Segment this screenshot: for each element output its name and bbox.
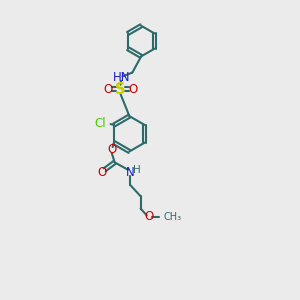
Text: O: O — [98, 166, 107, 179]
Text: O: O — [145, 210, 154, 223]
Text: H: H — [134, 165, 141, 175]
Text: Cl: Cl — [94, 117, 106, 130]
Text: CH₃: CH₃ — [164, 212, 182, 222]
Text: N: N — [126, 166, 135, 179]
Text: O: O — [128, 82, 137, 95]
Text: S: S — [115, 82, 126, 97]
Text: HN: HN — [112, 71, 130, 84]
Text: O: O — [103, 82, 113, 95]
Text: O: O — [107, 143, 116, 157]
